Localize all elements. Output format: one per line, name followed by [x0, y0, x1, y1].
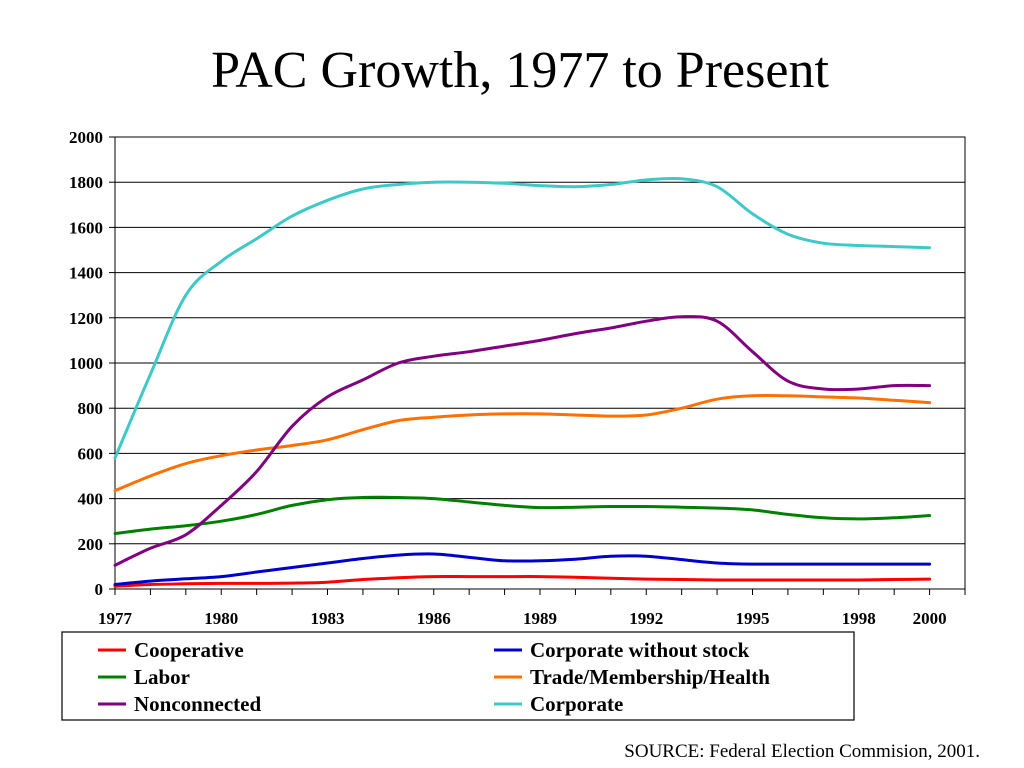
- y-tick-label: 1800: [69, 173, 103, 192]
- x-tick-label: 1989: [523, 609, 557, 628]
- y-tick-label: 2000: [69, 128, 103, 147]
- series-line-labor: [113, 495, 932, 536]
- y-tick-label: 1200: [69, 309, 103, 328]
- y-tick-label: 1400: [69, 264, 103, 283]
- series-line-corporate-without-stock: [113, 552, 932, 586]
- y-tick-label: 200: [78, 535, 104, 554]
- y-tick-label: 1600: [69, 218, 103, 237]
- legend-label-corporate: Corporate: [530, 692, 623, 716]
- gridlines: [115, 181, 965, 545]
- series-line-corporate: [113, 176, 932, 460]
- legend-label-labor: Labor: [134, 665, 190, 689]
- series-line-cooperative: [113, 575, 932, 588]
- x-axis: 1977 1980 1983 1986 1989 1992 1995 1998 2000: [98, 589, 966, 628]
- series-line-trade-membership-health: [113, 393, 932, 493]
- x-tick-label: 1977: [98, 609, 133, 628]
- y-axis: 0 200 400 600 800 1000 1200 1400 1600 1800 2000: [69, 128, 115, 599]
- x-tick-label: 1980: [204, 609, 238, 628]
- series-line-nonconnected: [113, 315, 932, 567]
- legend-label-nonconnected: Nonconnected: [134, 692, 261, 716]
- x-tick-label: 2000: [913, 609, 947, 628]
- y-tick-label: 1000: [69, 354, 103, 373]
- legend-box: [61, 631, 855, 721]
- legend-label-trade-membership-health: Trade/Membership/Health: [530, 665, 770, 689]
- y-tick-label: 600: [78, 444, 104, 463]
- legend-label-cooperative: Cooperative: [134, 638, 244, 662]
- source-note: SOURCE: Federal Election Commision, 2001…: [624, 741, 980, 762]
- x-tick-label: 1998: [842, 609, 876, 628]
- y-tick-label: 800: [78, 399, 104, 418]
- y-tick-label: 400: [78, 490, 104, 509]
- y-tick-label: 0: [95, 580, 104, 599]
- legend: Cooperative Corporate without stock Labor T…: [98, 638, 770, 716]
- x-tick-label: 1992: [629, 609, 663, 628]
- x-tick-label: 1986: [417, 609, 451, 628]
- series-lines: [113, 176, 932, 588]
- x-tick-label: 1995: [736, 609, 770, 628]
- chart-title: PAC Growth, 1977 to Present: [211, 42, 829, 99]
- legend-label-corporate-without-stock: Corporate without stock: [530, 638, 750, 662]
- x-tick-label: 1983: [311, 609, 345, 628]
